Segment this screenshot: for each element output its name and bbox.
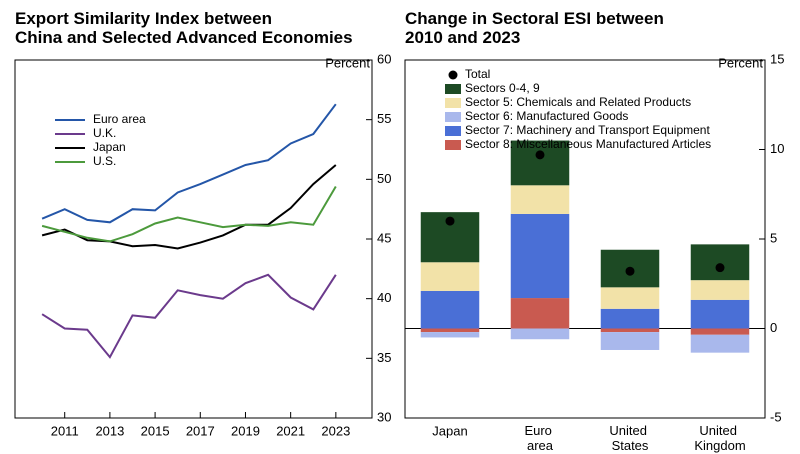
chart-title: China and Selected Advanced Economies [15,28,353,47]
legend-swatch [448,70,458,80]
legend-label: Sector 7: Machinery and Transport Equipm… [465,123,710,137]
x-tick-label: 2021 [276,423,305,438]
y-tick-label: 60 [377,51,391,66]
total-dot [445,216,455,226]
y-tick-label: 10 [770,141,784,156]
bar-segment [420,328,480,333]
chart-title: Change in Sectoral ESI between [405,9,664,28]
bar-segment [420,332,480,338]
legend-label: U.K. [93,126,116,140]
legend-label: Japan [93,140,126,154]
y-tick-label: 0 [770,320,777,335]
bar-segment [420,290,480,329]
x-tick-label: Euro area [524,423,555,453]
legend-swatch [445,112,461,122]
legend-swatch [445,140,461,150]
chart-title: Export Similarity Index between [15,9,272,28]
legend-label: Sector 6: Manufactured Goods [465,109,628,123]
x-tick-label: 2019 [231,423,260,438]
x-tick-label: 2013 [95,423,124,438]
y-tick-label: 40 [377,290,391,305]
y-axis-label: Percent [718,55,763,70]
bar-segment [690,328,750,335]
legend-label: U.S. [93,154,116,168]
line-series [41,164,337,250]
bar-segment [600,308,660,329]
legend-label: Euro area [93,112,146,126]
bar-segment [420,262,480,291]
bar-segment [510,140,570,186]
plot-frame [14,59,373,419]
bar-segment [600,287,660,309]
bar-segment [510,328,570,340]
x-tick-label: 2023 [321,423,350,438]
line-series [41,185,337,243]
legend-label: Sectors 0-4, 9 [465,81,540,95]
total-dot [535,150,545,160]
bar-segment [690,280,750,300]
y-tick-label: 35 [377,350,391,365]
line-series [41,273,337,359]
line-series [41,103,337,224]
x-tick-label: 2017 [186,423,215,438]
y-tick-label: 5 [770,230,777,245]
y-axis-label: Percent [325,55,370,70]
total-dot [715,263,725,273]
bar-segment [510,298,570,329]
legend-label: Sector 8: Miscellaneous Manufactured Art… [465,137,711,151]
x-tick-label: 2011 [51,423,79,438]
bar-segment [510,213,570,299]
y-tick-label: 15 [770,51,784,66]
y-tick-label: 30 [377,409,391,424]
bar-segment [600,328,660,333]
bar-segment [690,299,750,329]
total-dot [625,266,635,276]
x-tick-label: Japan [432,423,467,438]
x-tick-label: United States [609,423,650,453]
y-tick-label: -5 [770,409,782,424]
legend-swatch [445,84,461,94]
legend-label: Total [465,67,490,81]
x-tick-label: 2015 [141,423,170,438]
legend-label: Sector 5: Chemicals and Related Products [465,95,691,109]
chart-title: 2010 and 2023 [405,28,520,47]
y-tick-label: 55 [377,111,391,126]
y-tick-label: 50 [377,171,391,186]
bar-segment [690,334,750,353]
bar-segment [510,185,570,214]
legend-swatch [445,98,461,108]
bar-segment [690,244,750,281]
legend-swatch [445,126,461,136]
bar-segment [600,332,660,350]
y-tick-label: 45 [377,230,391,245]
x-tick-label: United Kingdom [694,423,745,453]
